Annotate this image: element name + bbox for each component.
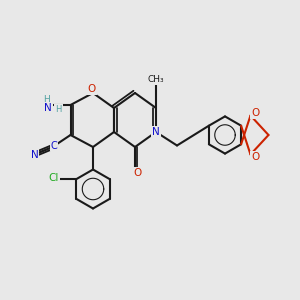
Text: H: H: [43, 94, 50, 103]
Text: H: H: [55, 105, 62, 114]
Text: Cl: Cl: [48, 173, 59, 183]
Text: N: N: [152, 127, 160, 137]
Text: CH₃: CH₃: [148, 75, 164, 84]
Text: O: O: [87, 84, 96, 94]
Text: C: C: [51, 140, 57, 151]
Text: N: N: [44, 103, 52, 113]
Text: O: O: [251, 152, 259, 163]
Text: O: O: [134, 168, 142, 178]
Text: N: N: [31, 149, 38, 160]
Text: O: O: [251, 107, 259, 118]
